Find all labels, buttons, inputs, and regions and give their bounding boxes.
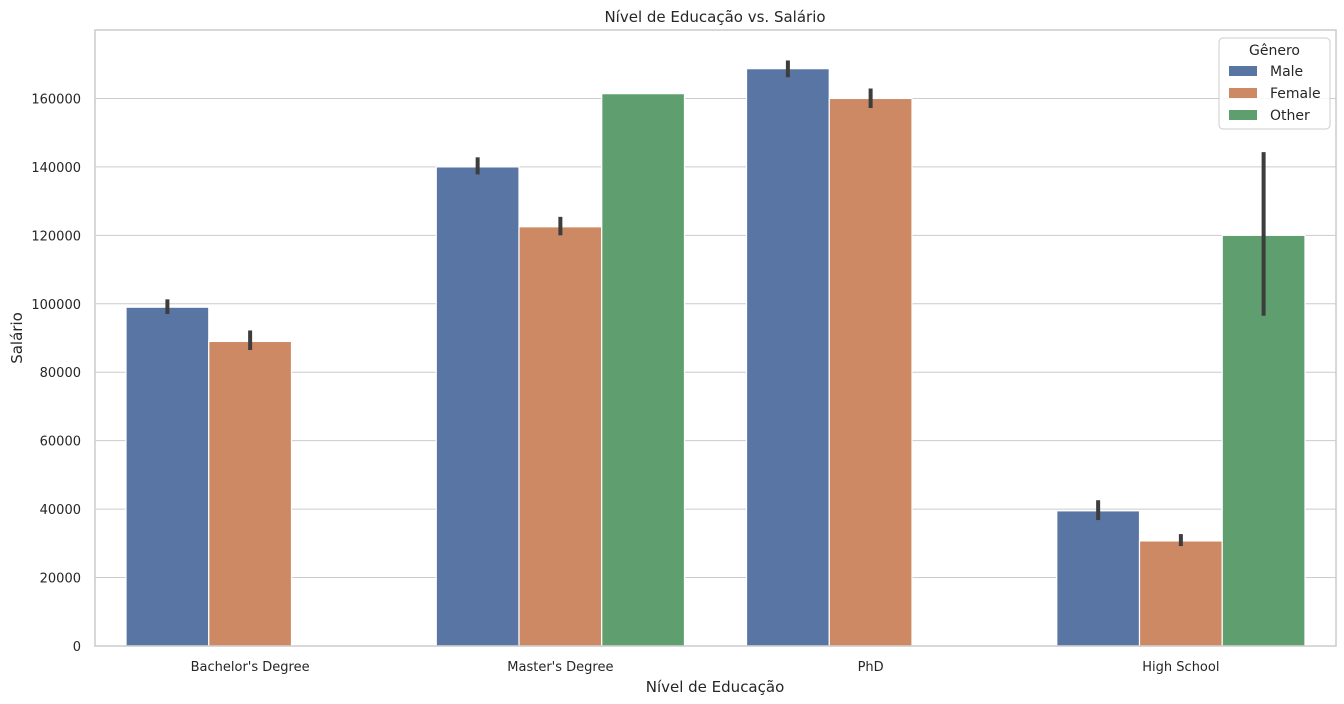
y-tick-label: 140000 bbox=[31, 161, 81, 176]
legend-box bbox=[1218, 37, 1331, 130]
bar-male bbox=[125, 306, 210, 647]
x-tick-label: PhD bbox=[858, 660, 884, 675]
legend-swatch-female bbox=[1229, 88, 1257, 98]
bar-female bbox=[828, 97, 913, 647]
x-tick-label: Bachelor's Degree bbox=[191, 660, 310, 675]
y-tick-label: 120000 bbox=[31, 229, 81, 244]
bar-other bbox=[601, 93, 686, 647]
legend-swatch-other bbox=[1229, 110, 1257, 120]
bar-male bbox=[435, 166, 520, 647]
x-tick-label: High School bbox=[1142, 660, 1219, 675]
legend: Gênero Male Female Other bbox=[1218, 37, 1331, 130]
y-tick-label: 20000 bbox=[40, 572, 81, 587]
bar-female bbox=[518, 226, 603, 647]
y-tick-label: 100000 bbox=[31, 298, 81, 313]
bar-female bbox=[1138, 540, 1223, 647]
bar-male bbox=[745, 68, 830, 647]
x-axis-title: Nível de Educação bbox=[646, 678, 785, 696]
legend-label-other: Other bbox=[1270, 108, 1310, 124]
x-tick-label: Master's Degree bbox=[507, 660, 613, 675]
chart-title: Nível de Educação vs. Salário bbox=[604, 8, 825, 26]
y-tick-label: 160000 bbox=[31, 92, 81, 107]
bar-male bbox=[1056, 510, 1141, 647]
y-tick-label: 80000 bbox=[40, 366, 81, 381]
y-axis-title: Salário bbox=[8, 312, 26, 364]
y-tick-label: 40000 bbox=[40, 503, 81, 518]
legend-swatch-male bbox=[1229, 66, 1257, 76]
bar-female bbox=[208, 340, 293, 647]
y-tick-label: 60000 bbox=[40, 435, 81, 450]
legend-label-male: Male bbox=[1270, 64, 1303, 80]
plot-frame bbox=[94, 29, 1337, 647]
legend-label-female: Female bbox=[1270, 86, 1321, 102]
legend-title: Gênero bbox=[1249, 43, 1300, 59]
y-tick-label: 0 bbox=[73, 640, 81, 655]
